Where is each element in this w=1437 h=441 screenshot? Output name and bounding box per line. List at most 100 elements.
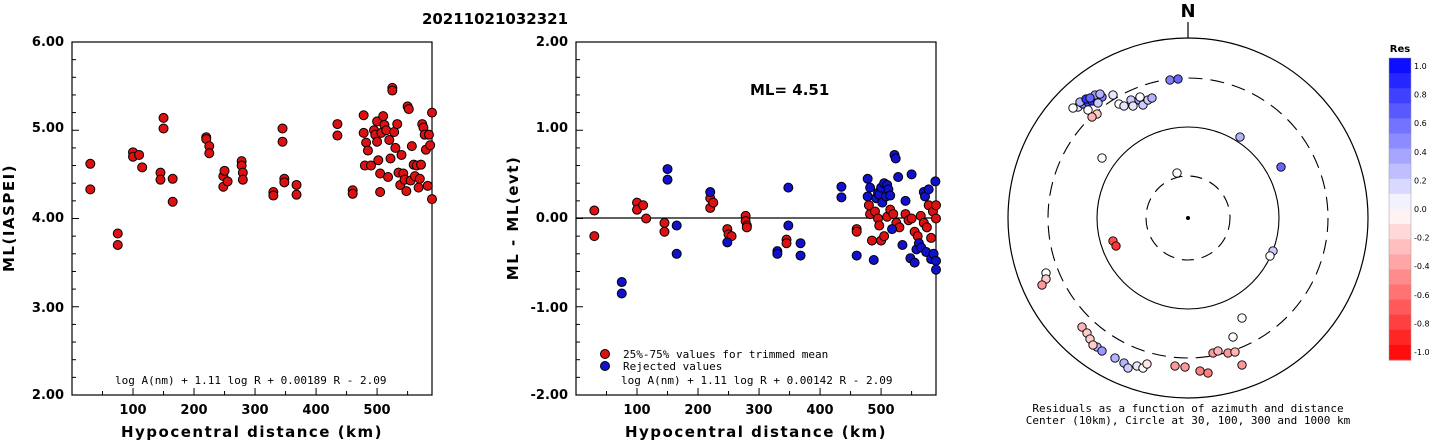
mid-xtick-label: 400 xyxy=(806,403,833,418)
polar-station-point xyxy=(1165,75,1175,85)
mid-panel: -2.00 -1.00 0.00 1.00 2.00 100 200 300 4… xyxy=(504,35,941,441)
residual-point-rejected xyxy=(887,224,898,235)
polar-station-point xyxy=(1110,353,1120,363)
ml-point xyxy=(277,136,288,147)
mid-yticks: -2.00 -1.00 0.00 1.00 2.00 xyxy=(531,35,568,403)
colorbar-label: 0.6 xyxy=(1414,119,1427,128)
residual-point-rejected xyxy=(722,237,733,248)
left-xlabel: Hypocentral distance (km) xyxy=(121,423,383,441)
residual-point-rejected xyxy=(772,248,783,259)
left-ytick-label: 3.00 xyxy=(32,301,64,316)
residual-point-rejected xyxy=(868,254,879,265)
left-tick-marks xyxy=(72,41,409,396)
ml-point xyxy=(383,172,394,183)
residual-point-trimmed xyxy=(638,200,649,211)
center-dot xyxy=(1186,216,1190,220)
ml-point xyxy=(158,112,169,123)
residual-point-trimmed xyxy=(589,231,600,242)
residual-point-rejected xyxy=(662,164,673,175)
colorbar-cell xyxy=(1389,239,1411,255)
ml-point xyxy=(401,186,412,197)
ml-point xyxy=(85,158,96,169)
residual-point-rejected xyxy=(862,173,873,184)
mid-xtick-label: 200 xyxy=(684,403,711,418)
mid-points xyxy=(589,149,941,299)
ml-point xyxy=(414,173,425,184)
polar-station-point xyxy=(1203,368,1213,378)
polar-station-point xyxy=(1123,363,1133,373)
ml-point xyxy=(390,142,401,153)
polar-station-point xyxy=(1142,359,1152,369)
mid-ylabel: ML - ML(evt) xyxy=(504,156,522,280)
colorbar-labels: 1.0 0.8 0.6 0.4 0.2 0.0 -0.2 -0.4 -0.6 -0.8 -1.0 xyxy=(1414,62,1430,357)
polar-station-point xyxy=(1172,168,1182,178)
colorbar-cell xyxy=(1389,329,1411,346)
colorbar-cell xyxy=(1389,193,1411,210)
polar-station-point xyxy=(1135,92,1145,102)
residual-point-rejected xyxy=(795,238,806,249)
polar-station-point xyxy=(1111,241,1121,251)
polar-caption-1: Residuals as a function of azimuth and d… xyxy=(1032,402,1343,415)
polar-station-point xyxy=(1276,162,1286,172)
legend-blue-marker xyxy=(600,361,610,371)
colorbar-title: Res xyxy=(1390,44,1410,55)
ml-point xyxy=(358,110,369,121)
polar-station-point xyxy=(1213,346,1223,356)
colorbar-cell xyxy=(1389,269,1411,285)
colorbar-cell xyxy=(1389,299,1411,316)
polar-station-point xyxy=(1088,340,1098,350)
polar-station-point xyxy=(1237,360,1247,370)
polar-station-point xyxy=(1235,132,1245,142)
residual-point-rejected xyxy=(662,174,673,185)
residual-point-rejected xyxy=(909,257,920,268)
residual-point-trimmed xyxy=(931,200,941,211)
residual-point-rejected xyxy=(862,191,873,202)
ml-point xyxy=(375,187,386,198)
residual-point-rejected xyxy=(671,248,682,259)
left-ytick-label: 6.00 xyxy=(32,35,64,50)
residual-point-trimmed xyxy=(906,213,917,224)
polar-plot: N Residuals as a function of azimuth and… xyxy=(1007,1,1369,427)
colorbar-frame xyxy=(1388,57,1412,361)
ring-300km xyxy=(1047,77,1329,359)
ml-point xyxy=(372,136,383,147)
residual-point-rejected xyxy=(865,182,876,193)
mid-ytick-label: -2.00 xyxy=(531,388,568,403)
left-xticks: 100 200 300 400 500 xyxy=(119,403,390,418)
mid-xtick-label: 500 xyxy=(867,403,894,418)
ring-30km xyxy=(1145,175,1231,261)
colorbar-label: -0.2 xyxy=(1414,234,1430,243)
ml-point xyxy=(416,159,427,170)
ml-point xyxy=(427,194,437,205)
ml-point xyxy=(373,155,384,166)
ml-point xyxy=(237,174,248,185)
colorbar-label: 1.0 xyxy=(1414,62,1427,71)
colorbar-cell xyxy=(1389,103,1411,119)
polar-station-point xyxy=(1180,362,1190,372)
mid-tick-marks xyxy=(576,41,913,396)
residual-point-rejected xyxy=(705,187,716,198)
colorbar-cell xyxy=(1389,148,1411,165)
left-ytick-label: 2.00 xyxy=(32,388,64,403)
polar-station-point xyxy=(1128,101,1138,111)
residual-point-rejected xyxy=(931,255,941,266)
polar-station-point xyxy=(1037,280,1047,290)
ml-value-label: ML= 4.51 xyxy=(750,81,829,99)
colorbar-label: -0.8 xyxy=(1414,319,1430,328)
polar-station-point xyxy=(1093,98,1103,108)
residual-point-rejected xyxy=(851,250,862,261)
residual-point-rejected xyxy=(890,153,901,164)
left-xtick-label: 100 xyxy=(119,403,146,418)
ml-point xyxy=(384,134,395,145)
ml-point xyxy=(332,119,343,130)
legend-red-marker xyxy=(600,349,610,359)
ml-point xyxy=(392,119,403,130)
ml-point xyxy=(396,149,407,160)
ml-point xyxy=(137,162,148,173)
residual-point-trimmed xyxy=(874,220,885,231)
residual-point-rejected xyxy=(783,182,794,193)
colorbar-label: -0.4 xyxy=(1414,262,1430,271)
ml-point xyxy=(385,153,396,164)
colorbar-cell xyxy=(1389,178,1411,195)
